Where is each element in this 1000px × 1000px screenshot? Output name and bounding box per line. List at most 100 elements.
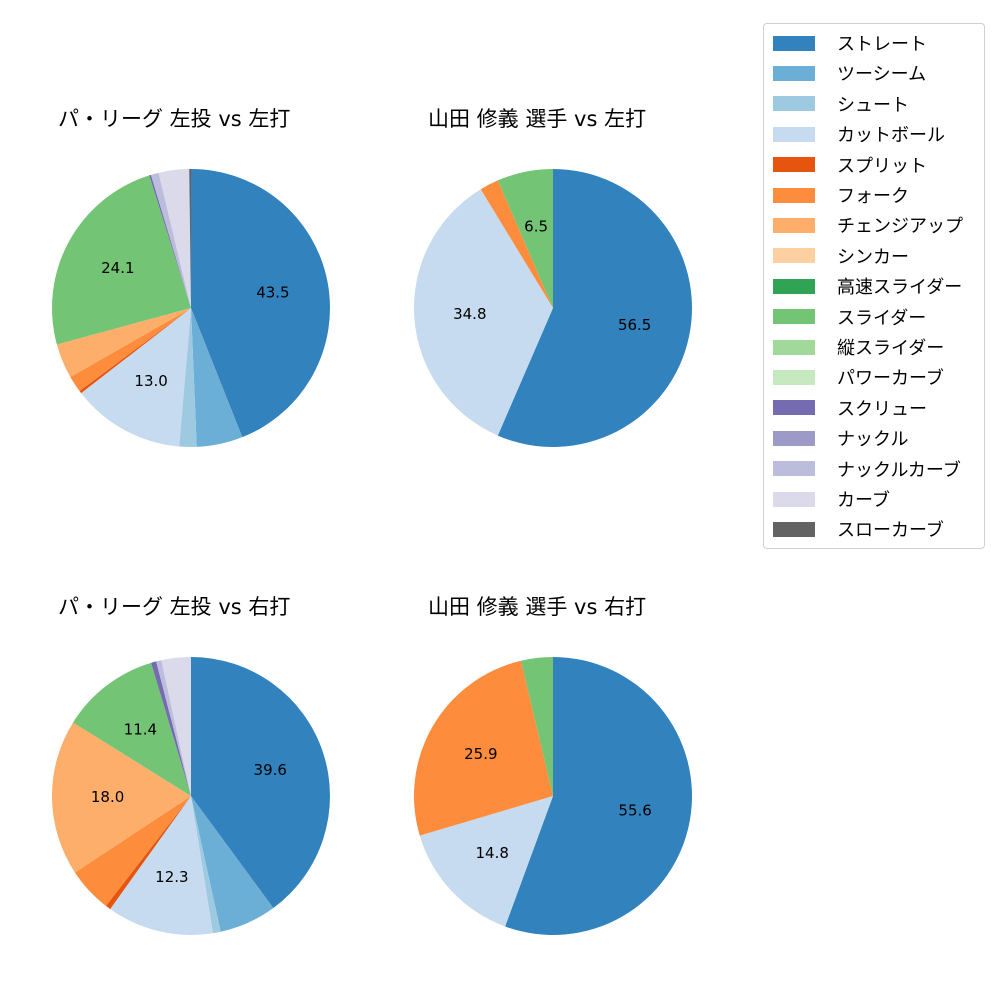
pie-slice: [505, 657, 692, 935]
pie-slice: [480, 180, 553, 308]
legend-label: ストレート: [837, 34, 927, 55]
pie-slice: [51, 722, 191, 873]
legend: ストレートツーシームシュートカットボールスプリットフォークチェンジアップ シンカー…: [763, 23, 985, 549]
legend-label: カーブ: [837, 490, 890, 511]
pie-chart: 39.6 12.3 18.0 11.4: [51, 657, 330, 936]
legend-swatch: [773, 521, 815, 537]
pie-slice: [52, 175, 192, 345]
legend-label: フォーク: [837, 186, 909, 207]
slice-label: 11.4: [124, 721, 157, 739]
legend-swatch: [773, 369, 815, 385]
pie-slice: [74, 796, 191, 906]
legend-swatch: [773, 157, 815, 173]
legend-item: チェンジアップ: [773, 213, 963, 237]
pie-slice: [497, 169, 692, 447]
pie-chart: 55.6 14.8 25.9: [413, 657, 692, 935]
legend-swatch: [773, 96, 815, 112]
pie-slice: [191, 796, 274, 932]
legend-item: カットボール: [773, 122, 945, 146]
pie-slice: [156, 660, 191, 796]
slice-label: 12.3: [155, 868, 188, 886]
pie-slice: [105, 796, 191, 910]
chart-title: 山田 修義 選手 vs 左打: [428, 107, 647, 131]
legend-swatch: [773, 461, 815, 477]
pie-slice: [73, 662, 191, 796]
pie-slice: [161, 657, 191, 796]
legend-label: チェンジアップ: [837, 216, 963, 238]
legend-label: 高速スライダー: [837, 277, 963, 299]
legend-label: シンカー: [837, 246, 909, 268]
legend-swatch: [773, 35, 815, 51]
chart-title: パ・リーグ 左投 vs 右打: [58, 595, 291, 619]
legend-label: スクリュー: [837, 398, 927, 420]
slice-label: 39.6: [254, 761, 287, 779]
legend-swatch: [773, 309, 815, 325]
legend-swatch: [773, 278, 815, 294]
pie-slice: [191, 796, 221, 934]
pie-slice: [70, 308, 191, 392]
chart-title: 山田 修義 選手 vs 右打: [428, 595, 647, 619]
legend-item: スプリット: [773, 153, 927, 177]
legend-item: ストレート: [773, 31, 927, 55]
slice-label: 18.0: [91, 788, 124, 806]
legend-item: 高速スライダー: [773, 274, 962, 298]
legend-label: シュート: [837, 94, 909, 116]
pie-slice: [414, 189, 553, 436]
legend-item: ナックルカーブ: [773, 457, 961, 481]
legend-item: スクリュー: [773, 396, 927, 420]
pie-slice: [79, 308, 191, 394]
pie-slice: [520, 657, 553, 796]
legend-swatch: [773, 248, 815, 264]
slice-label: 34.8: [453, 305, 486, 323]
legend-item: ナックル: [773, 426, 908, 450]
slice-label: 13.0: [134, 372, 167, 390]
pie-slice: [497, 169, 553, 308]
pie-slice: [191, 168, 331, 438]
pie-slice: [413, 660, 553, 836]
slice-label: 56.5: [618, 316, 651, 334]
pie-slice: [189, 169, 191, 308]
pie-slice: [419, 796, 553, 927]
pie-slice: [191, 308, 243, 447]
legend-item: シュート: [773, 92, 909, 116]
legend-item: シンカー: [773, 244, 909, 268]
legend-label: スローカーブ: [837, 520, 944, 542]
legend-label: ナックルカーブ: [837, 459, 961, 481]
pie-slice: [149, 174, 191, 308]
legend-swatch: [773, 217, 815, 233]
legend-label: 縦スライダー: [837, 338, 945, 359]
pie-chart: 43.5 13.0 24.1: [52, 168, 331, 448]
slice-label: 25.9: [464, 745, 497, 763]
pie-slice: [81, 308, 191, 447]
pie-slice: [56, 308, 192, 377]
pie-slice: [179, 308, 197, 448]
legend-item: パワーカーブ: [773, 365, 944, 389]
legend-item: スライダー: [773, 305, 926, 329]
legend-label: カットボール: [837, 125, 945, 147]
legend-label: ツーシーム: [837, 64, 927, 86]
pie-chart: 56.5 34.8 6.5: [414, 169, 692, 447]
legend-label: ナックル: [837, 429, 909, 451]
legend-swatch: [773, 491, 815, 507]
pie-slice: [191, 657, 330, 909]
pie-slice: [150, 172, 191, 308]
legend-swatch: [773, 65, 815, 81]
slice-label: 55.6: [618, 802, 651, 820]
legend-swatch: [773, 339, 815, 355]
legend-item: ツーシーム: [773, 61, 926, 85]
slice-label: 24.1: [101, 259, 134, 277]
legend-item: 縦スライダー: [773, 335, 944, 359]
slice-label: 6.5: [524, 217, 548, 235]
legend-label: パワーカーブ: [837, 368, 944, 390]
legend-swatch: [773, 187, 815, 203]
pie-slice: [158, 169, 191, 308]
legend-swatch: [773, 126, 815, 142]
pie-slice: [110, 796, 213, 936]
legend-swatch: [773, 430, 815, 446]
slice-label: 43.5: [256, 283, 289, 301]
legend-item: スローカーブ: [773, 517, 944, 541]
chart-title: パ・リーグ 左投 vs 左打: [58, 107, 291, 131]
slice-label: 14.8: [476, 844, 509, 862]
legend-label: スライダー: [837, 307, 927, 329]
